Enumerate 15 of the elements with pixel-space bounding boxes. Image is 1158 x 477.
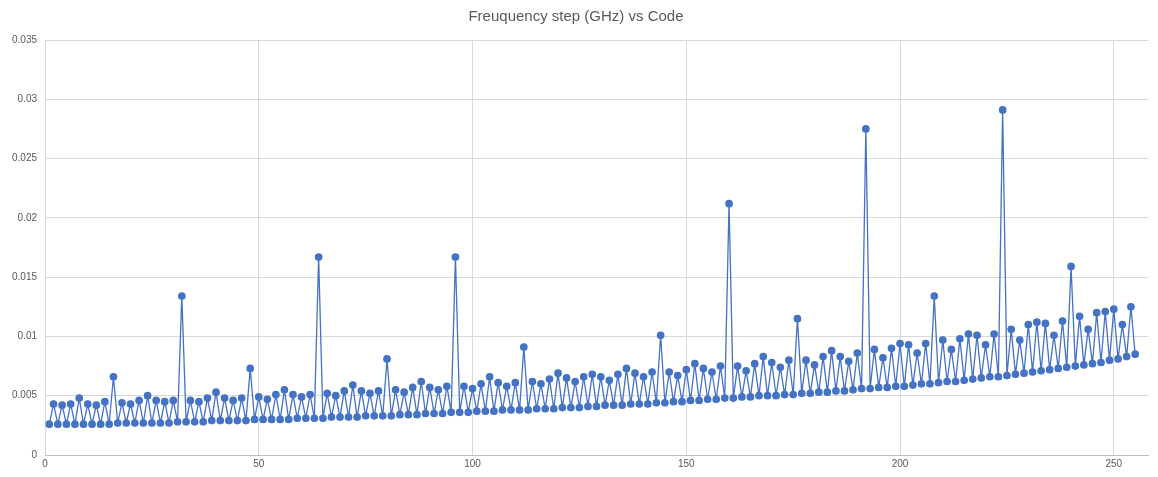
y-tick-label: 0.01	[17, 330, 38, 342]
y-tick-label: 0.02	[17, 211, 38, 223]
y-tick-label: 0.03	[17, 93, 38, 105]
x-tick-label: 0	[42, 457, 49, 469]
x-tick-label: 200	[891, 457, 909, 469]
y-tick-label: 0.035	[11, 33, 38, 45]
x-tick-label: 250	[1105, 457, 1123, 469]
x-tick-label: 150	[677, 457, 696, 469]
y-tick-label: 0.025	[11, 152, 38, 164]
chart-title: Freuquency step (GHz) vs Code	[468, 7, 684, 25]
y-tick-label: 0	[31, 448, 38, 460]
x-tick-label: 100	[464, 457, 482, 469]
y-tick-label: 0.015	[11, 270, 38, 282]
x-tick-label: 50	[253, 457, 265, 469]
y-tick-label: 0.005	[11, 389, 38, 401]
